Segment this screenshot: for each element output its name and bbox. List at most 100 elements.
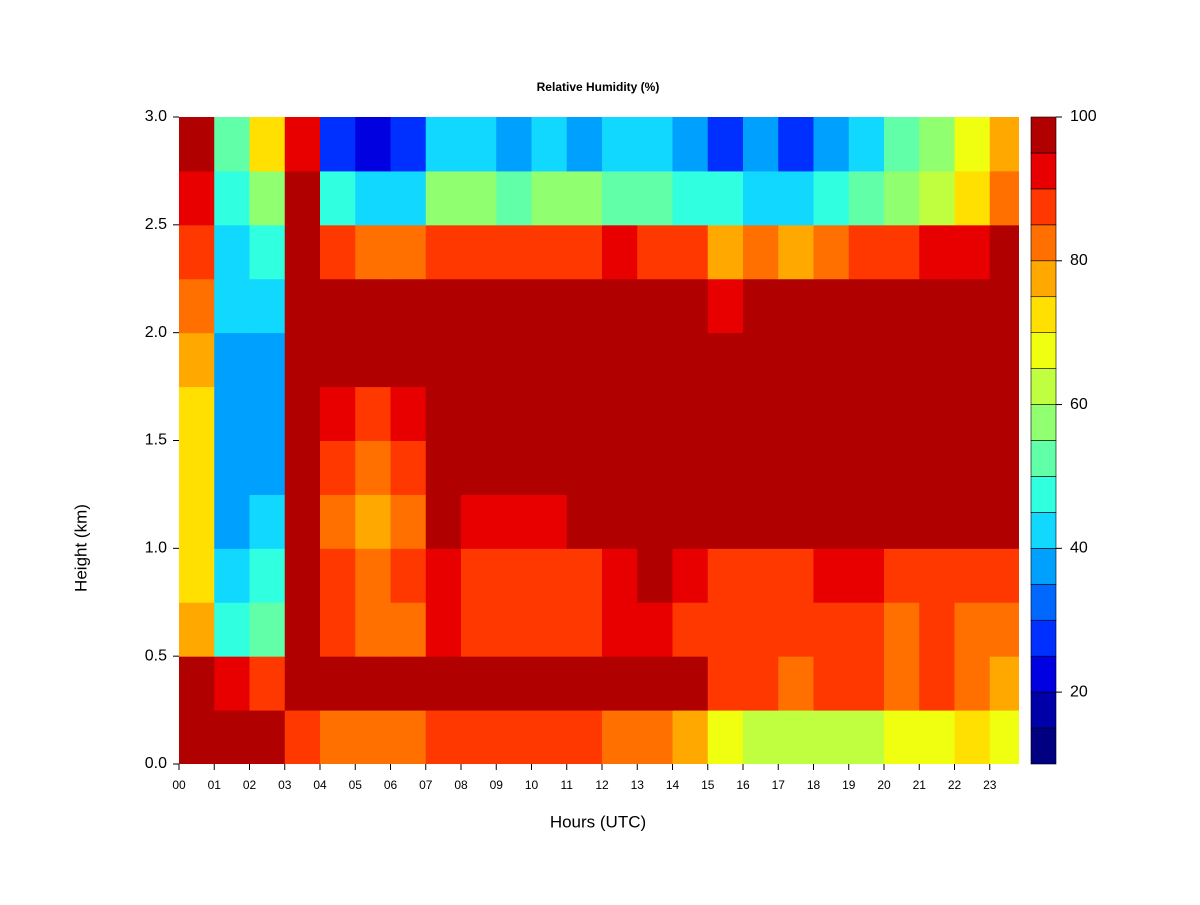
- cell: [355, 656, 391, 711]
- cell: [601, 656, 638, 711]
- cell: [672, 602, 709, 657]
- cell: [637, 656, 673, 711]
- colorbar-segment: [1030, 655, 1057, 693]
- cell: [460, 117, 497, 172]
- cell: [601, 224, 638, 280]
- cell: [214, 494, 250, 549]
- cell: [989, 332, 1019, 388]
- cell: [954, 386, 991, 441]
- cell: [531, 548, 568, 603]
- cell: [954, 170, 991, 226]
- cell: [284, 710, 321, 764]
- cell: [778, 548, 814, 603]
- colorbar-segment: [1030, 188, 1057, 226]
- cell: [566, 494, 603, 549]
- cell: [319, 332, 356, 388]
- cell: [707, 710, 744, 764]
- x-tick-label: 07: [419, 778, 433, 792]
- cell: [460, 332, 497, 388]
- cell: [707, 278, 744, 334]
- colorbar-segment: [1030, 260, 1057, 298]
- cell: [249, 602, 286, 657]
- cell: [637, 117, 673, 172]
- colorbar-segment: [1030, 512, 1057, 549]
- cell: [425, 548, 462, 603]
- cell: [672, 656, 709, 711]
- cell: [813, 332, 850, 388]
- cell: [919, 602, 955, 657]
- cell: [390, 170, 427, 226]
- cell: [390, 278, 427, 334]
- cell: [919, 494, 955, 549]
- cell: [848, 278, 885, 334]
- cell: [637, 494, 673, 549]
- cell: [566, 278, 603, 334]
- cell: [214, 332, 250, 388]
- cell: [742, 548, 779, 603]
- cell: [355, 278, 391, 334]
- colorbar-segment: [1030, 332, 1057, 369]
- cell: [742, 278, 779, 334]
- colorbar-segment: [1030, 548, 1057, 585]
- cell: [919, 224, 955, 280]
- cell: [284, 170, 321, 226]
- cell: [214, 548, 250, 603]
- cell: [672, 386, 709, 441]
- colorbar-segment: [1030, 440, 1057, 477]
- cell: [566, 440, 603, 495]
- cell: [355, 170, 391, 226]
- cell: [778, 224, 814, 280]
- cell: [707, 170, 744, 226]
- cell: [319, 278, 356, 334]
- cell: [319, 117, 356, 172]
- y-tick-label: 2.5: [145, 216, 167, 233]
- cell: [566, 548, 603, 603]
- cell: [249, 332, 286, 388]
- cell: [601, 710, 638, 764]
- cell: [531, 224, 568, 280]
- cell: [989, 386, 1019, 441]
- cell: [179, 548, 215, 603]
- cell: [496, 656, 532, 711]
- cell: [848, 224, 885, 280]
- cell: [848, 548, 885, 603]
- x-tick-label: 02: [243, 778, 257, 792]
- y-tick-label: 1.0: [145, 540, 167, 557]
- colorbar-segment: [1030, 296, 1057, 333]
- cell: [425, 278, 462, 334]
- cell: [390, 224, 427, 280]
- cell: [883, 117, 920, 172]
- cell: [954, 332, 991, 388]
- cell: [742, 170, 779, 226]
- cell: [214, 117, 250, 172]
- cell: [919, 170, 955, 226]
- cell: [425, 602, 462, 657]
- x-tick-label: 16: [736, 778, 750, 792]
- cell: [566, 386, 603, 441]
- cell: [425, 710, 462, 764]
- colorbar-segment: [1030, 727, 1057, 765]
- y-axis-label: Height (km): [71, 504, 90, 592]
- cell: [919, 332, 955, 388]
- cell: [989, 440, 1019, 495]
- cell: [566, 602, 603, 657]
- y-tick-label: 3.0: [145, 108, 167, 125]
- cell: [425, 117, 462, 172]
- cell: [496, 117, 532, 172]
- cell: [989, 548, 1019, 603]
- cell: [531, 494, 568, 549]
- cell: [179, 170, 215, 226]
- cell: [319, 602, 356, 657]
- cell: [778, 710, 814, 764]
- cell: [284, 386, 321, 441]
- cell: [919, 386, 955, 441]
- cell: [460, 602, 497, 657]
- cell: [460, 548, 497, 603]
- cell: [954, 602, 991, 657]
- cell: [284, 278, 321, 334]
- cell: [496, 386, 532, 441]
- cell: [707, 548, 744, 603]
- colorbar-segment: [1030, 404, 1057, 441]
- cell: [919, 710, 955, 764]
- cell: [496, 710, 532, 764]
